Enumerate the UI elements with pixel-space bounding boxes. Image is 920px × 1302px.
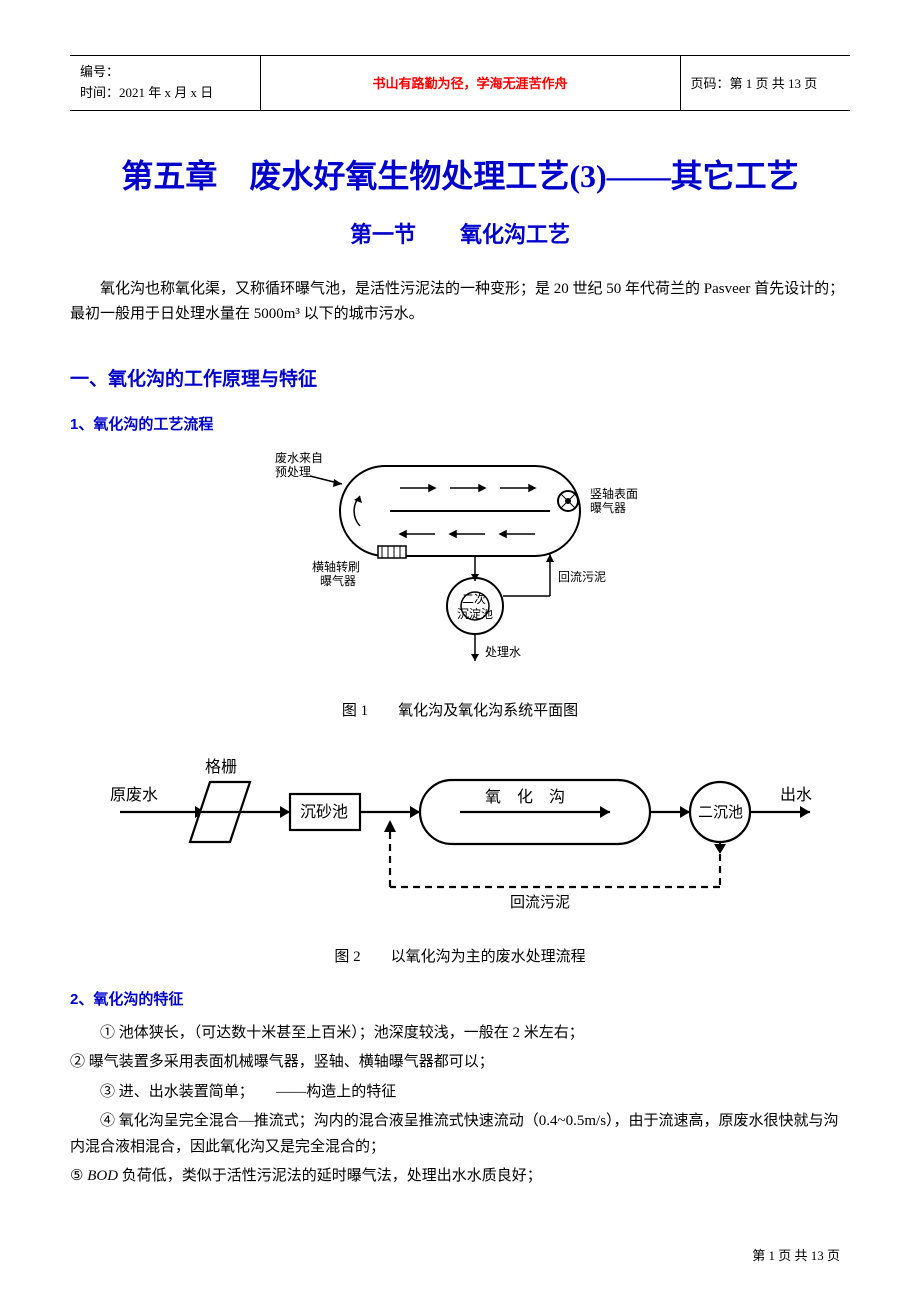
header-page: 页码：第 1 页 共 13 页 bbox=[680, 56, 850, 111]
fig2-label-return: 回流污泥 bbox=[510, 894, 570, 911]
feature-3: ③ 进、出水装置简单； ——构造上的特征 bbox=[70, 1080, 850, 1106]
heading-principle: 一、氧化沟的工作原理与特征 bbox=[70, 364, 850, 391]
fig1-label-inlet2: 预处理 bbox=[275, 465, 311, 479]
figure-1-caption: 图 1 氧化沟及氧化沟系统平面图 bbox=[70, 699, 850, 720]
section-title: 第一节 氧化沟工艺 bbox=[70, 217, 850, 249]
chapter-title: 第五章 废水好氧生物处理工艺(3)——其它工艺 bbox=[70, 151, 850, 197]
figure-1: 废水来自 预处理 竖轴表面 曝气器 横轴转刷 曝气器 回流污泥 二次 沉淀池 处… bbox=[70, 446, 850, 681]
header-left-cell: 编号： 时间：2021 年 x 月 x 日 bbox=[70, 56, 260, 111]
fig1-label-inlet1: 废水来自 bbox=[275, 450, 323, 465]
fig2-label-grid: 格栅 bbox=[205, 758, 237, 776]
header-date: 时间：2021 年 x 月 x 日 bbox=[80, 83, 250, 104]
header-motto: 书山有路勤为径，学海无涯苦作舟 bbox=[260, 56, 680, 111]
heading-process-flow: 1、氧化沟的工艺流程 bbox=[70, 413, 850, 434]
fig2-label-raw: 原废水 bbox=[110, 786, 158, 804]
header-serial: 编号： bbox=[80, 62, 250, 83]
oxidation-ditch-plan-svg: 废水来自 预处理 竖轴表面 曝气器 横轴转刷 曝气器 回流污泥 二次 沉淀池 处… bbox=[250, 446, 670, 676]
heading-features: 2、氧化沟的特征 bbox=[70, 988, 850, 1009]
page-footer: 第 1 页 共 13 页 bbox=[752, 1245, 840, 1264]
fig1-label-haxis2: 曝气器 bbox=[320, 573, 356, 588]
feature-4: ④ 氧化沟呈完全混合—推流式；沟内的混合液呈推流式快速流动（0.4~0.5m/s… bbox=[70, 1109, 850, 1160]
intro-paragraph: 氧化沟也称氧化渠，又称循环曝气池，是活性污泥法的一种变形；是 20 世纪 50 … bbox=[70, 277, 850, 328]
fig2-label-sec: 二沉池 bbox=[698, 804, 743, 821]
feature-5-rest: 负荷低，类似于活性污泥法的延时曝气法，处理出水水质良好； bbox=[118, 1168, 542, 1184]
page-header-table: 编号： 时间：2021 年 x 月 x 日 书山有路勤为径，学海无涯苦作舟 页码… bbox=[70, 55, 850, 111]
fig2-label-ditch: 氧 化 沟 bbox=[485, 788, 565, 806]
figure-2-caption: 图 2 以氧化沟为主的废水处理流程 bbox=[70, 945, 850, 966]
fig2-label-sand: 沉砂池 bbox=[300, 803, 348, 821]
feature-5: ⑤ BOD 负荷低，类似于活性污泥法的延时曝气法，处理出水水质良好； bbox=[70, 1164, 850, 1190]
fig1-label-return: 回流污泥 bbox=[558, 570, 606, 584]
fig2-label-out: 出水 bbox=[780, 786, 812, 804]
figure-2: 原废水 格栅 沉砂池 氧 化 沟 二沉池 出水 回流污泥 bbox=[70, 742, 850, 927]
feature-1: ① 池体狭长，（可达数十米甚至上百米）；池深度较浅，一般在 2 米左右； bbox=[70, 1021, 850, 1047]
fig1-label-sec1: 二次 bbox=[462, 592, 486, 606]
fig1-label-eff: 处理水 bbox=[485, 645, 521, 659]
feature-5-bod: BOD bbox=[87, 1168, 118, 1184]
fig1-label-haxis1: 横轴转刷 bbox=[312, 559, 360, 574]
process-flow-svg: 原废水 格栅 沉砂池 氧 化 沟 二沉池 出水 回流污泥 bbox=[100, 742, 820, 922]
fig1-label-vaxis2: 曝气器 bbox=[590, 500, 626, 515]
feature-5-prefix: ⑤ bbox=[70, 1168, 87, 1184]
feature-2: ② 曝气装置多采用表面机械曝气器，竖轴、横轴曝气器都可以； bbox=[70, 1050, 850, 1076]
fig1-label-sec2: 沉淀池 bbox=[457, 607, 493, 621]
fig1-label-vaxis1: 竖轴表面 bbox=[590, 486, 638, 501]
